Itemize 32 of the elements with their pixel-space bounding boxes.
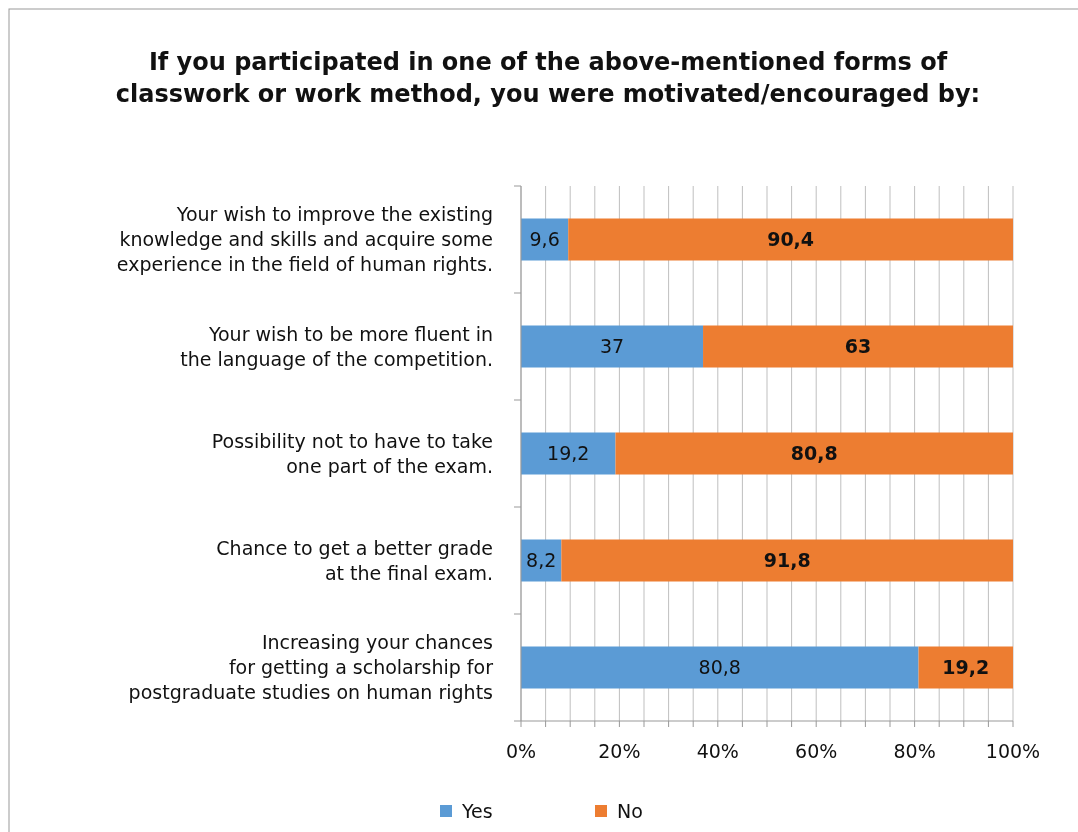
x-tick-label: 80% [893, 740, 936, 762]
x-tick-label: 0% [505, 740, 537, 762]
chart-title: If you participated in one of the above-mentioned forms of classwork or work method, you were motivated/encouraged by: [115, 48, 981, 108]
bar [918, 646, 1013, 689]
bar [568, 218, 1013, 261]
y-tick-label: Possibility not to have to take one part of the exam. [211, 429, 493, 477]
x-tick-label: 60% [795, 740, 838, 762]
data-label: 8,2 [526, 549, 557, 572]
bar [521, 325, 704, 368]
legend-label: No [617, 799, 643, 822]
legend-label: Yes [461, 799, 493, 822]
data-label: 80,8 [698, 656, 741, 679]
data-label: 90,4 [767, 228, 815, 251]
x-tick-label: 40% [696, 740, 739, 762]
data-label: 19,2 [547, 442, 590, 465]
bar [521, 432, 616, 475]
bar [615, 432, 1013, 475]
y-tick-label: Chance to get a better grade at the final exam. [216, 536, 493, 584]
bar [561, 539, 1013, 582]
data-label: 19,2 [942, 656, 990, 679]
y-tick-label: Your wish to be more fluent in the language of the competition. [180, 322, 493, 370]
x-tick-label: 100% [985, 740, 1041, 762]
data-label: 63 [844, 335, 872, 358]
bar [703, 325, 1013, 368]
y-tick-label: Increasing your chances for getting a scholarship for postgraduate studies on human rights [128, 631, 494, 704]
data-label: 37 [599, 335, 625, 358]
x-tick-label: 20% [598, 740, 641, 762]
data-label: 80,8 [790, 442, 838, 465]
data-label: 91,8 [763, 549, 811, 572]
y-tick-label: Your wish to improve the existing knowledge and skills and acquire some experience in the field of human rights. [116, 203, 493, 276]
data-label: 9,6 [529, 228, 560, 251]
bar [521, 646, 919, 689]
